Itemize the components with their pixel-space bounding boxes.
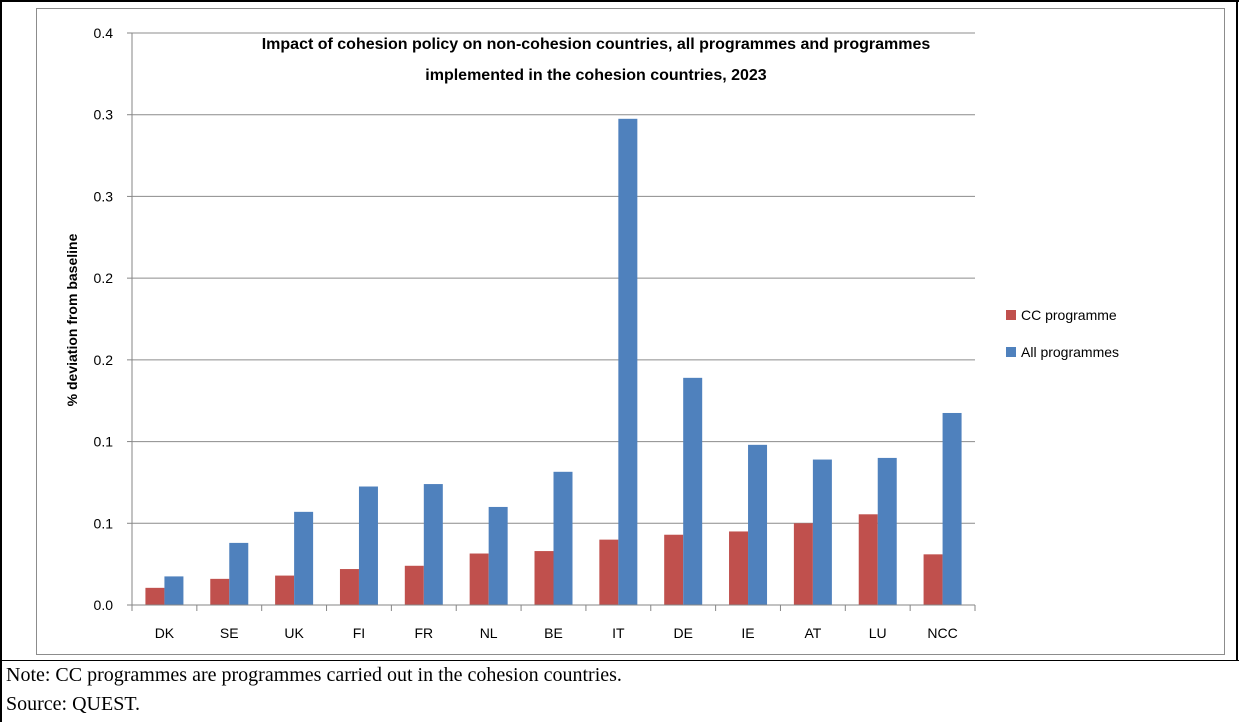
y-tick-label: 0.2 xyxy=(94,352,114,368)
bar-cc-programme-ncc xyxy=(923,554,943,605)
bar-cc-programme-it xyxy=(599,539,619,605)
bar-cc-programme-fi xyxy=(339,569,359,605)
bar-cc-programme-lu xyxy=(858,514,878,605)
bar-all-programmes-ie xyxy=(748,444,768,605)
x-tick-label: AT xyxy=(804,625,821,641)
x-tick-label: UK xyxy=(284,625,304,641)
bar-cc-programme-uk xyxy=(275,575,295,605)
y-tick-label: 0.3 xyxy=(94,107,114,123)
y-tick-label: 0.2 xyxy=(94,270,114,286)
bar-cc-programme-dk xyxy=(145,587,165,605)
x-tick-label: NCC xyxy=(927,625,957,641)
y-tick-label: 0.4 xyxy=(94,25,114,41)
bar-all-programmes-se xyxy=(229,542,249,605)
y-axis-label: % deviation from baseline xyxy=(64,233,80,406)
legend-label-cc-programme: CC programme xyxy=(1021,307,1117,323)
bar-all-programmes-be xyxy=(553,471,573,605)
x-tick-label: DE xyxy=(673,625,692,641)
frame-left-border xyxy=(0,0,2,722)
x-tick-label: SE xyxy=(220,625,239,641)
bar-cc-programme-ie xyxy=(729,531,749,605)
x-tick-label: BE xyxy=(544,625,563,641)
legend-swatch-all-programmes xyxy=(1006,347,1016,357)
legend-swatch-cc-programme xyxy=(1006,310,1016,320)
x-tick-label: FI xyxy=(353,625,365,641)
bars xyxy=(145,118,962,606)
x-tick-labels: DK SE UK FI FR NL BE IT DE IE AT LU NCC xyxy=(155,625,958,641)
bar-cc-programme-fr xyxy=(404,565,424,605)
bar-cc-programme-nl xyxy=(469,553,489,605)
x-tick-label: DK xyxy=(155,625,175,641)
x-tick-label: LU xyxy=(869,625,887,641)
y-tick-label: 0.1 xyxy=(94,515,114,531)
bar-all-programmes-it xyxy=(618,118,638,606)
x-tick-label: FR xyxy=(414,625,433,641)
legend: CC programme All programmes xyxy=(1006,307,1119,360)
bar-all-programmes-de xyxy=(683,377,703,605)
chart-note: Note: CC programmes are programmes carri… xyxy=(6,664,622,686)
y-tick-labels: 0.0 0.1 0.1 0.2 0.2 0.3 0.3 0.4 xyxy=(94,25,114,613)
bar-cc-programme-se xyxy=(210,578,230,605)
y-tick-label: 0.0 xyxy=(94,597,114,613)
bar-all-programmes-uk xyxy=(294,511,314,605)
frame-divider xyxy=(0,660,1239,661)
frame-top-border xyxy=(0,0,1239,2)
chart-source: Source: QUEST. xyxy=(6,693,141,715)
legend-label-all-programmes: All programmes xyxy=(1021,344,1119,360)
chart-area xyxy=(36,8,1225,655)
bar-all-programmes-dk xyxy=(164,576,184,605)
x-tick-label: NL xyxy=(480,625,498,641)
chart-title-line-2: implemented in the cohesion countries, 2… xyxy=(425,67,767,84)
bar-all-programmes-at xyxy=(812,459,832,605)
chart-title-line-1: Impact of cohesion policy on non-cohesio… xyxy=(262,36,931,53)
x-tick-label: IT xyxy=(612,625,625,641)
bar-cc-programme-at xyxy=(793,523,813,605)
axes xyxy=(127,32,976,611)
bar-all-programmes-ncc xyxy=(942,412,962,605)
bar-all-programmes-lu xyxy=(877,457,897,605)
frame-right-border xyxy=(1236,0,1238,661)
x-tick-label: IE xyxy=(741,625,754,641)
bar-all-programmes-nl xyxy=(488,506,508,605)
bar-all-programmes-fi xyxy=(358,486,378,605)
bar-cc-programme-be xyxy=(534,551,554,605)
bar-all-programmes-fr xyxy=(423,484,443,605)
bar-cc-programme-de xyxy=(664,534,684,605)
gridlines xyxy=(132,32,975,524)
y-tick-label: 0.1 xyxy=(94,434,114,450)
y-tick-label: 0.3 xyxy=(94,188,114,204)
